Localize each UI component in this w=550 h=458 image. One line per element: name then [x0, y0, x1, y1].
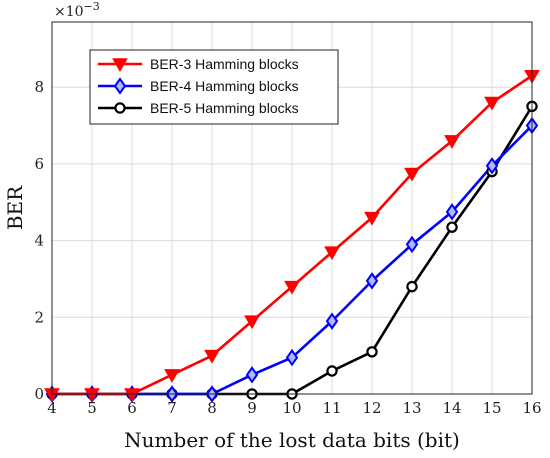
x-tick-label: 7 — [167, 399, 177, 417]
x-tick-label: 15 — [482, 399, 501, 417]
legend-swatch-marker — [113, 77, 127, 95]
x-axis-label: Number of the lost data bits (bit) — [124, 428, 460, 452]
x-tick-label: 16 — [522, 399, 541, 417]
y-tick-label: 4 — [34, 232, 44, 250]
data-point-4-blocks — [365, 272, 379, 290]
data-point-3-blocks — [244, 315, 260, 330]
x-tick-label: 12 — [362, 399, 381, 417]
x-tick-label: 4 — [47, 399, 57, 417]
data-point-3-blocks — [444, 135, 460, 149]
data-point-4-blocks — [285, 348, 299, 367]
y-axis-label: BER — [3, 185, 27, 230]
data-point-3-blocks — [404, 167, 420, 182]
x-tick-labels: 4 5 6 7 8 9 10 11 12 13 14 15 16 — [47, 399, 541, 417]
x-tick-label: 13 — [402, 399, 421, 417]
legend-entry-label: BER-4 Hamming blocks — [150, 78, 299, 94]
data-point-4-blocks — [445, 203, 459, 221]
legend-swatch-marker — [112, 58, 128, 73]
data-point-5-blocks — [366, 346, 378, 358]
data-point-4-blocks — [245, 366, 259, 384]
x-tick-label: 8 — [207, 399, 217, 417]
legend-entry-label: BER-3 Hamming blocks — [150, 56, 299, 72]
data-point-3-blocks — [284, 280, 300, 295]
y-tick-labels: 0 2 4 6 8 — [34, 78, 44, 403]
legend-swatch-marker — [114, 102, 126, 114]
legend: BER-3 Hamming blocks BER-4 Hamming blocks… — [89, 49, 339, 125]
data-point-5-blocks — [326, 365, 338, 377]
data-point-3-blocks — [124, 388, 140, 403]
data-point-4-blocks — [485, 157, 499, 175]
y-exponent-label: ×10−3 — [54, 0, 100, 20]
data-point-3-blocks — [84, 388, 100, 403]
y-tick-label: 8 — [34, 78, 44, 96]
plot-frame — [51, 21, 533, 395]
data-point-3-blocks — [364, 211, 380, 226]
data-point-3-blocks — [484, 96, 500, 111]
data-point-5-blocks — [406, 280, 418, 293]
y-tick-label: 0 — [34, 385, 44, 403]
x-tick-label: 14 — [442, 399, 461, 417]
data-point-3-blocks — [164, 369, 180, 383]
data-point-3-blocks — [204, 349, 220, 364]
data-point-5-blocks — [446, 221, 458, 233]
y-tick-label: 2 — [34, 308, 44, 326]
data-point-4-blocks — [405, 235, 419, 254]
data-point-3-blocks — [324, 246, 340, 261]
x-tick-label: 11 — [322, 399, 341, 417]
x-tick-label: 6 — [127, 399, 137, 417]
data-point-4-blocks — [325, 312, 339, 330]
x-tick-label: 5 — [87, 399, 97, 417]
y-tick-label: 6 — [34, 155, 44, 173]
legend-entry-label: BER-5 Hamming blocks — [150, 100, 299, 116]
x-tick-label: 9 — [247, 399, 257, 417]
x-tick-label: 10 — [282, 399, 301, 417]
